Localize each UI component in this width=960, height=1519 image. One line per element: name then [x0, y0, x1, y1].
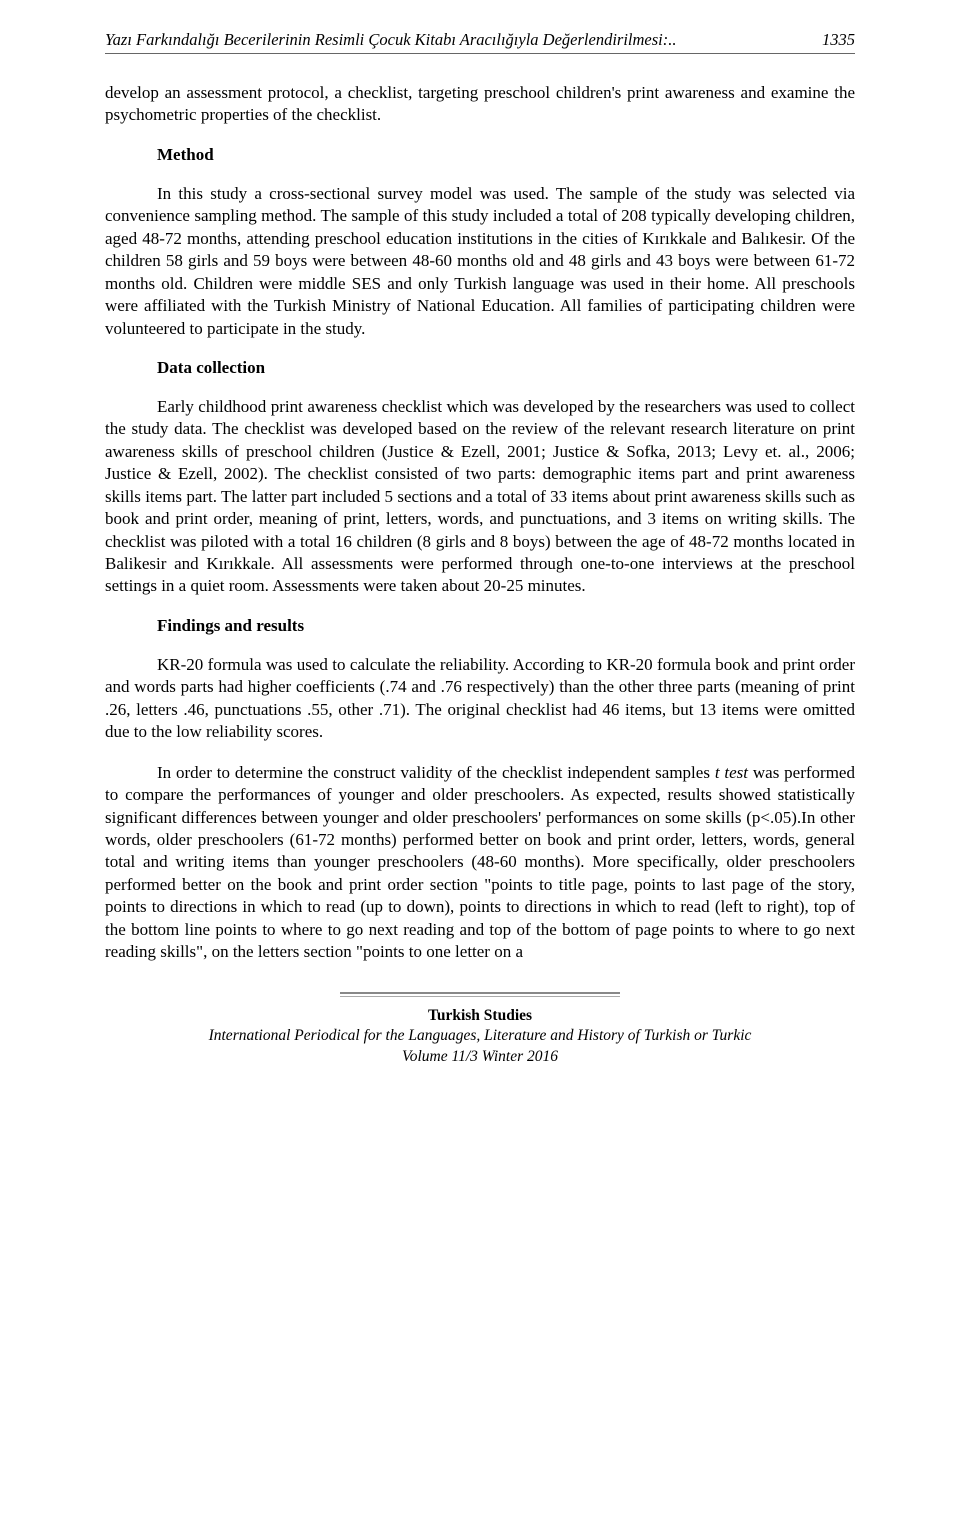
footer-volume-info: Volume 11/3 Winter 2016: [105, 1047, 855, 1068]
running-header: Yazı Farkındalığı Becerilerinin Resimli …: [105, 30, 855, 54]
findings-p2-pre: In order to determine the construct vali…: [157, 763, 715, 782]
findings-p2-post: was performed to compare the performance…: [105, 763, 855, 962]
data-collection-paragraph: Early childhood print awareness checklis…: [105, 396, 855, 598]
page-number: 1335: [802, 30, 855, 50]
method-paragraph: In this study a cross-sectional survey m…: [105, 183, 855, 340]
intro-paragraph: develop an assessment protocol, a checkl…: [105, 82, 855, 127]
findings-paragraph-1: KR-20 formula was used to calculate the …: [105, 654, 855, 744]
footer-journal-subtitle: International Periodical for the Languag…: [105, 1026, 855, 1047]
heading-data-collection: Data collection: [157, 358, 855, 378]
footer-separator: [340, 992, 620, 998]
heading-method: Method: [157, 145, 855, 165]
findings-p2-italic: t test: [715, 763, 748, 782]
page-footer: Turkish Studies International Periodical…: [105, 992, 855, 1069]
heading-findings: Findings and results: [157, 616, 855, 636]
footer-journal-title: Turkish Studies: [105, 1006, 855, 1027]
running-title: Yazı Farkındalığı Becerilerinin Resimli …: [105, 30, 802, 50]
findings-paragraph-2: In order to determine the construct vali…: [105, 762, 855, 964]
